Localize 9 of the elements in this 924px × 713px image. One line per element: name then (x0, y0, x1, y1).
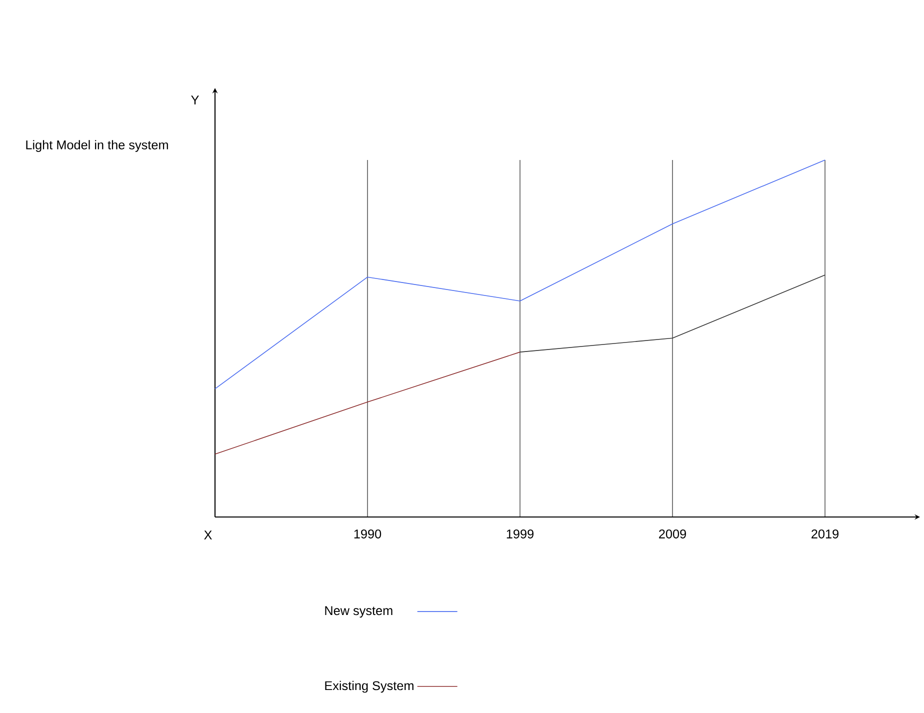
x-tick-label: 2019 (812, 529, 838, 538)
y-axis-title: Light Model in the system (26, 140, 168, 152)
legend-label: New system (325, 606, 392, 618)
legend-label: Existing System (325, 680, 414, 693)
x-axis-title: X (204, 530, 212, 540)
x-tick-label: 1999 (506, 529, 534, 538)
x-tick-label: 2009 (659, 529, 686, 538)
text: Y (191, 96, 199, 104)
x-tick-label: 1990 (354, 529, 382, 538)
